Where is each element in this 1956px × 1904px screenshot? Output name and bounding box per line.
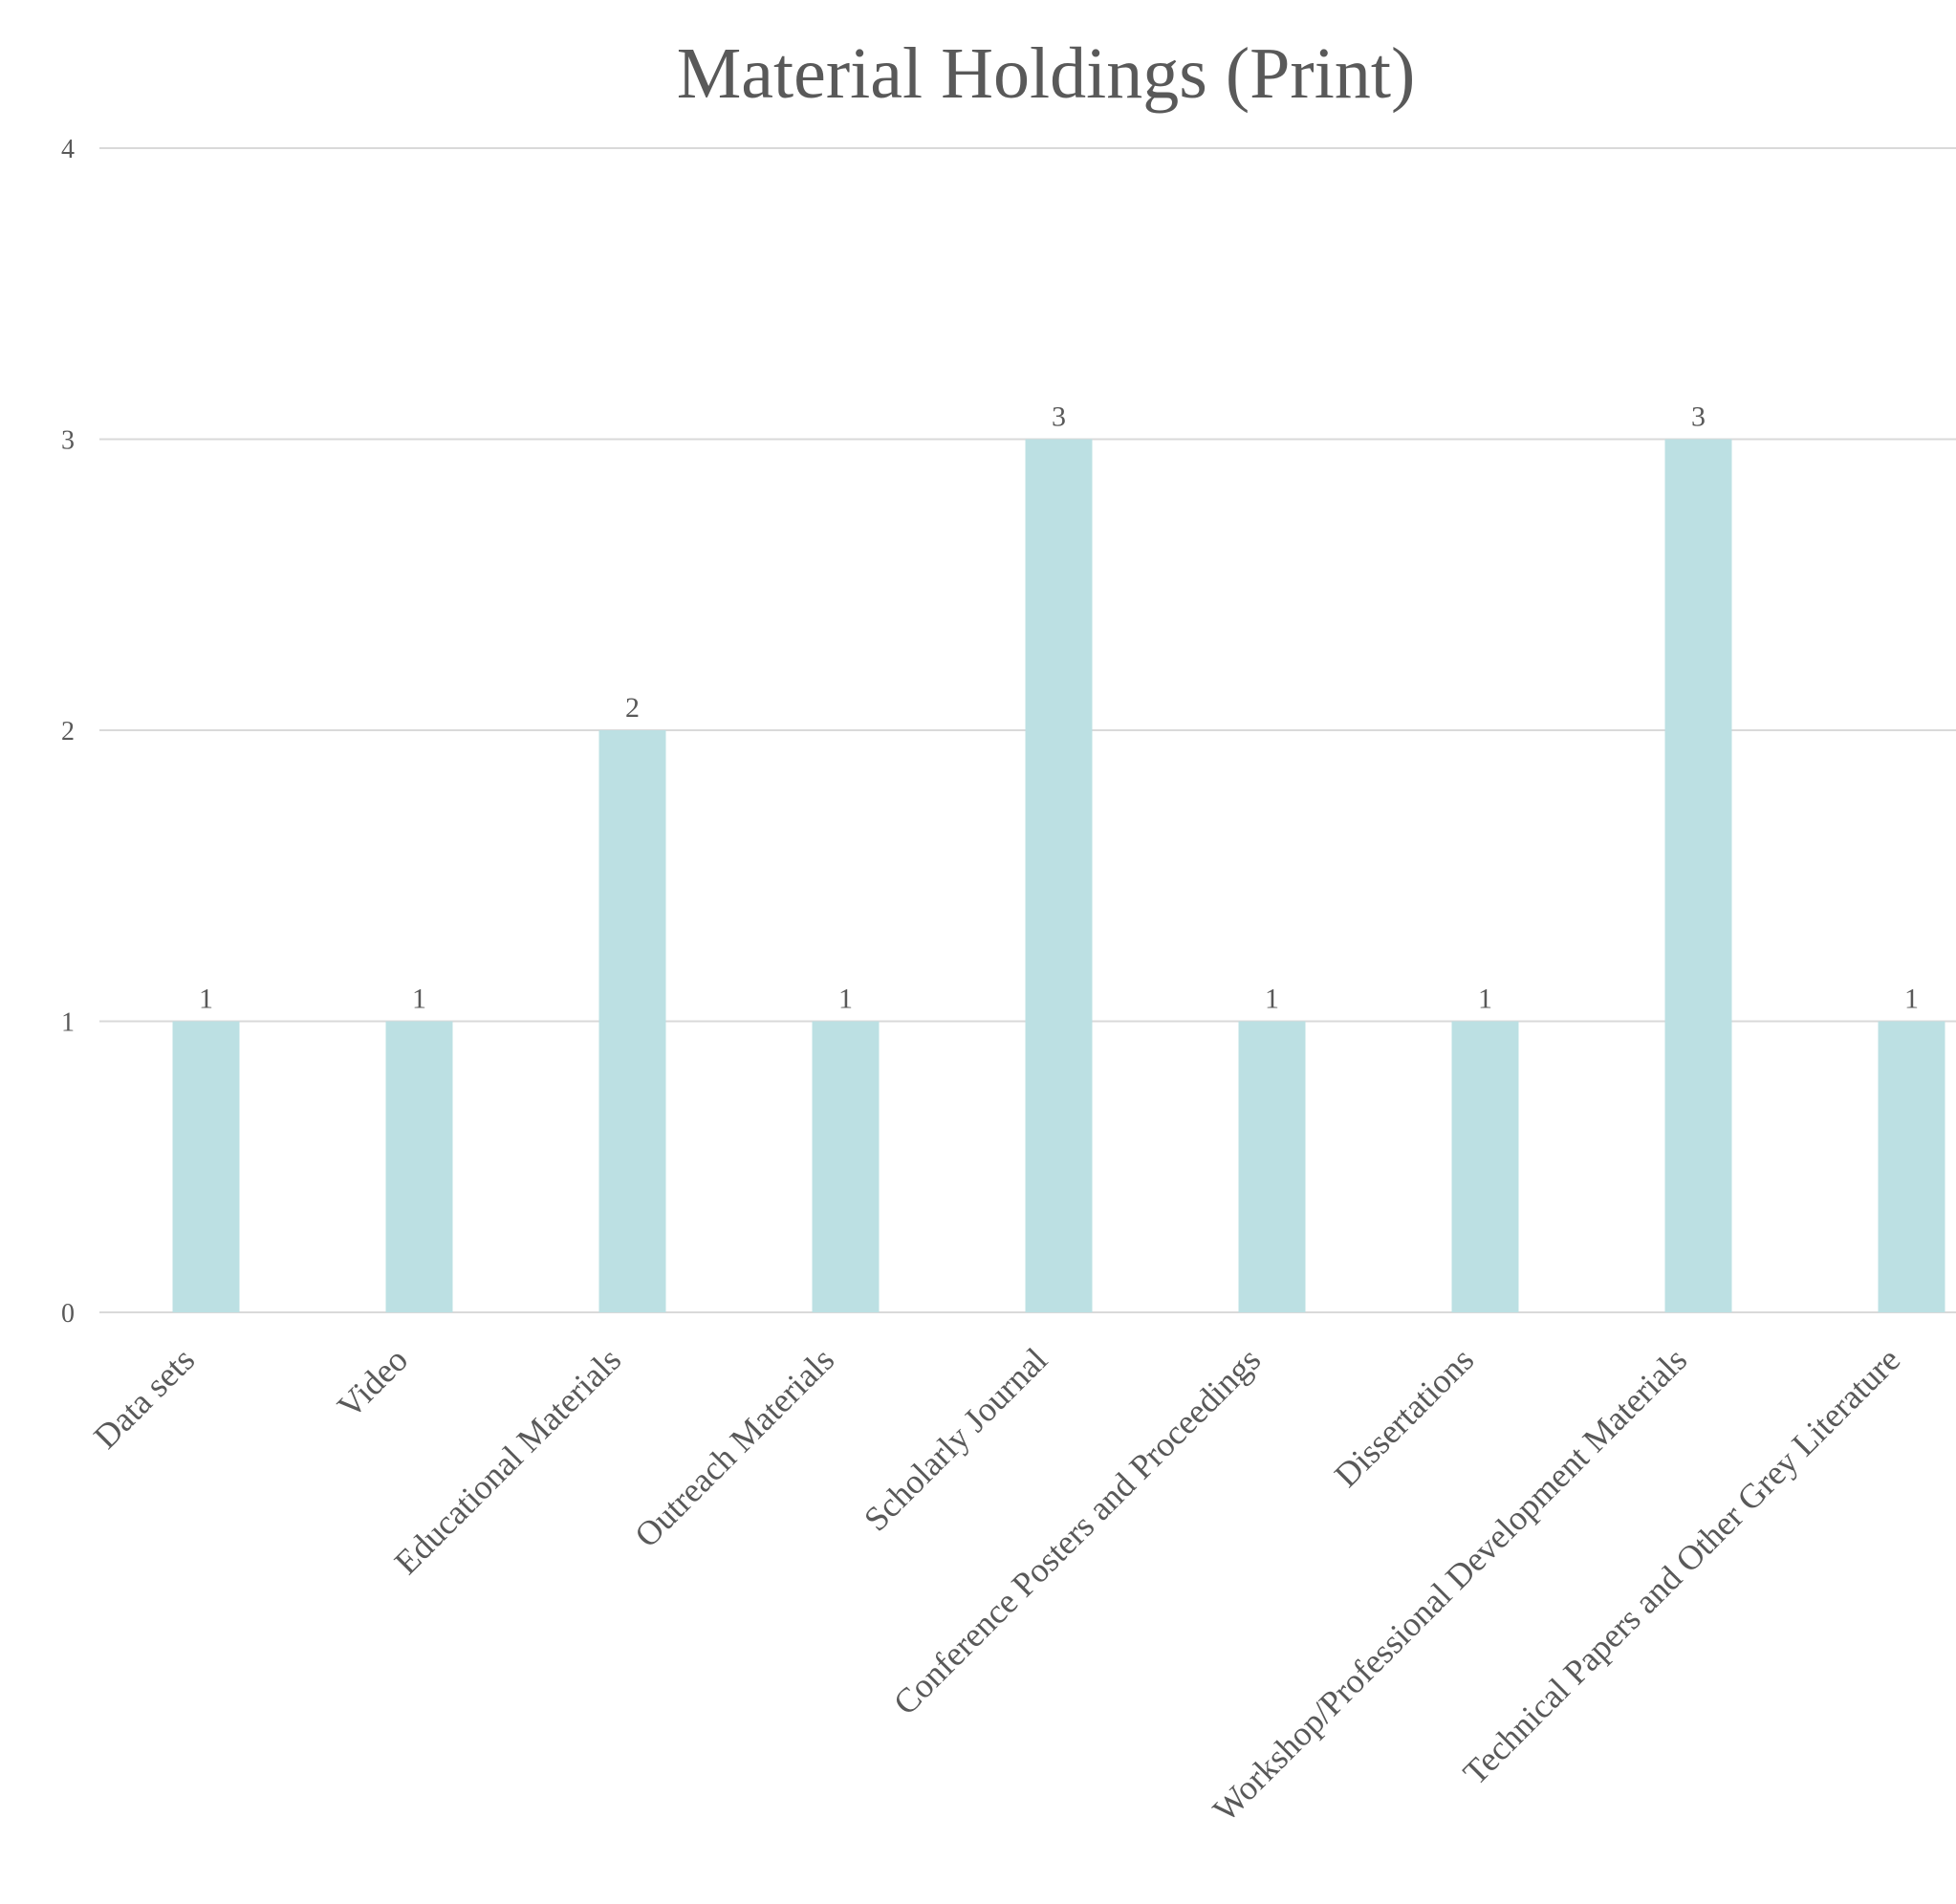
value-label: 2: [625, 692, 640, 724]
bar: [1025, 439, 1093, 1312]
x-tick-label: Outreach Materials: [627, 1340, 841, 1554]
value-label: 1: [1904, 984, 1919, 1015]
chart-title: Material Holdings (Print): [677, 33, 1416, 114]
bar: [1664, 439, 1732, 1312]
x-tick-label: Data sets: [86, 1340, 202, 1456]
bar: [385, 1021, 453, 1312]
value-label: 3: [1691, 401, 1706, 433]
value-label: 1: [838, 984, 853, 1015]
bar: [1238, 1021, 1306, 1312]
x-tick-label: Scholarly Journal: [857, 1340, 1054, 1538]
value-label: 3: [1052, 401, 1066, 433]
bar: [1451, 1021, 1519, 1312]
bar: [1878, 1021, 1945, 1312]
value-label: 1: [1478, 984, 1492, 1015]
value-label: 1: [412, 984, 426, 1015]
x-tick-label: Conference Posters and Proceedings: [886, 1340, 1268, 1721]
x-tick-label: Video: [330, 1340, 415, 1425]
bar: [598, 730, 666, 1312]
x-tick-label: Educational Materials: [387, 1340, 628, 1581]
bar: [172, 1021, 240, 1312]
y-tick-label: 0: [61, 1299, 75, 1329]
x-tick-label: Technical Papers and Other Grey Literatu…: [1456, 1340, 1907, 1791]
y-tick-label: 3: [61, 426, 75, 456]
x-tick-label: Dissertations: [1327, 1340, 1481, 1494]
y-tick-label: 4: [61, 135, 75, 164]
value-label: 1: [1265, 984, 1279, 1015]
x-tick-label: Workshop/Professional Development Materi…: [1206, 1340, 1694, 1828]
bar: [812, 1021, 880, 1312]
y-tick-label: 2: [61, 717, 75, 746]
value-label: 1: [199, 984, 213, 1015]
y-tick-label: 1: [61, 1008, 75, 1038]
